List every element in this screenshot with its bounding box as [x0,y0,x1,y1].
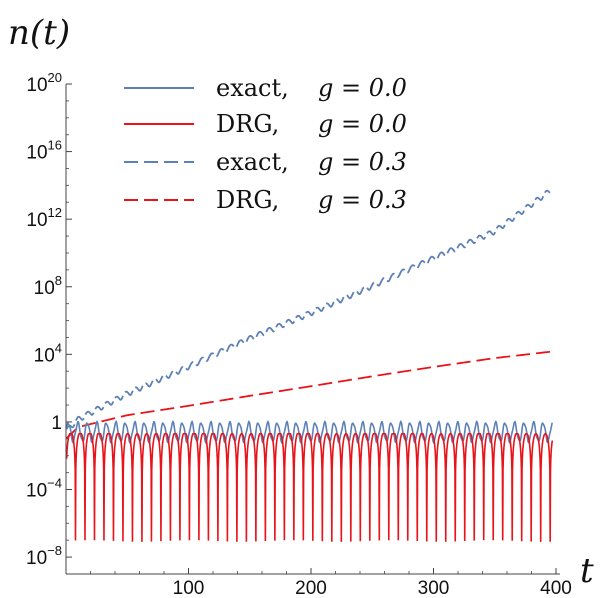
y-tick-label: 1 [51,413,62,434]
legend-entry-2: DRG, g = 0.0 [124,110,407,138]
x-tick-label: 400 [540,578,572,598]
y-tick-label: 1016 [26,138,62,164]
x-axis-label: t [580,551,594,591]
legend-g: g = 0.3 [318,186,407,214]
series-exact-g0 [65,420,553,445]
y-tick-label: 108 [34,273,62,299]
x-tick-label: 200 [295,578,327,598]
legend-g: g = 0.3 [318,148,407,176]
legend-label: DRG, [216,110,279,138]
series-drg-g0 [65,432,554,542]
legend-entry-4: DRG, g = 0.3 [124,186,407,214]
axes-layer [65,84,560,575]
legend: exact, g = 0.0 DRG, g = 0.0 exact, g = 0… [124,74,407,214]
y-tick-label: 104 [34,340,62,366]
legend-entry-1: exact, g = 0.0 [124,74,407,102]
legend-g: g = 0.0 [318,110,407,138]
legend-label: exact, [216,74,289,102]
series-drg-g03 [65,350,554,439]
y-axis-label: n(t) [8,13,70,53]
ticks-layer: 10−8 10−4 1 104 108 1012 1016 1020 100 200 300 400 [26,70,572,598]
legend-label: DRG, [216,186,279,214]
x-tick-label: 300 [418,578,450,598]
legend-g: g = 0.0 [318,74,407,102]
y-tick-label: 1012 [26,205,62,231]
legend-entry-3: exact, g = 0.3 [124,148,407,176]
data-layer [65,189,554,542]
legend-label: exact, [216,148,289,176]
x-tick-label: 100 [173,578,205,598]
y-tick-label: 1020 [26,70,62,96]
y-tick-label: 10−4 [26,476,62,502]
y-tick-label: 10−8 [26,543,62,569]
series-exact-g03 [65,189,551,430]
